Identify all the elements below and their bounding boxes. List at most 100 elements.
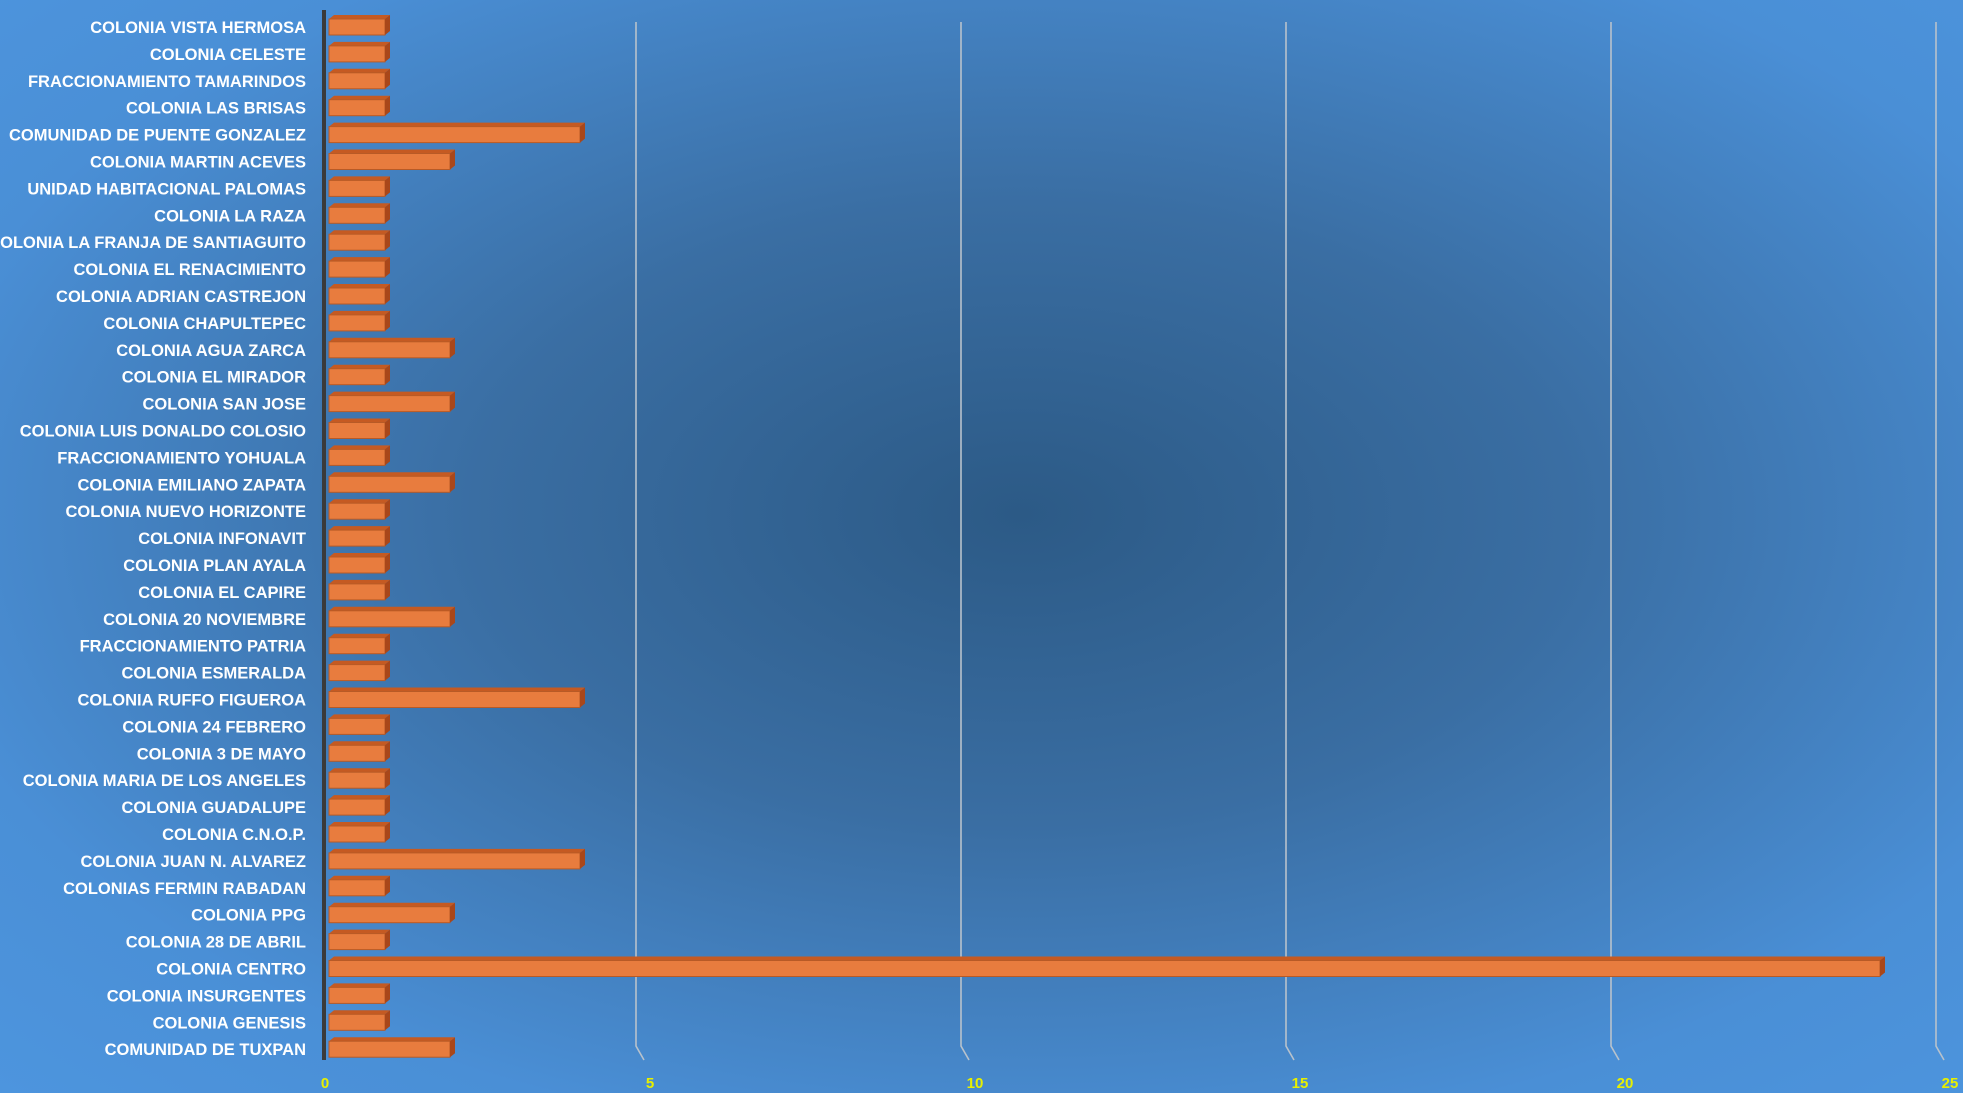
- bar-front-face: [328, 287, 386, 305]
- bar-top-face: [329, 687, 585, 692]
- bar-front-face: [328, 986, 386, 1004]
- bar-side-face: [385, 257, 390, 278]
- x-tick-label: 20: [1617, 1075, 1634, 1092]
- category-label: UNIDAD HABITACIONAL PALOMAS: [27, 180, 306, 198]
- bar-side-face: [385, 41, 390, 62]
- bar-top-face: [329, 929, 390, 934]
- category-label: COLONIA INSURGENTES: [107, 987, 306, 1005]
- bar-top-face: [329, 1037, 455, 1042]
- bar: [328, 633, 390, 655]
- category-label: FRACCIONAMIENTO TAMARINDOS: [28, 73, 306, 91]
- bar-front-face: [328, 1040, 451, 1058]
- bar-front-face: [328, 529, 386, 547]
- bar-top-face: [329, 284, 390, 288]
- bar: [328, 983, 390, 1004]
- bar-top-face: [329, 795, 390, 800]
- category-label: COLONIA C.N.O.P.: [162, 826, 306, 844]
- bar-side-face: [450, 149, 455, 170]
- bar-top-face: [329, 257, 390, 262]
- bar-front-face: [328, 475, 451, 493]
- bar-top-face: [329, 633, 390, 638]
- bar: [328, 203, 390, 224]
- bar-side-face: [385, 579, 390, 600]
- bar: [328, 795, 390, 816]
- bar-front-face: [328, 502, 386, 520]
- category-label: COLONIA 24 FEBRERO: [122, 718, 306, 736]
- category-label: COMUNIDAD DE PUENTE GONZALEZ: [9, 127, 306, 145]
- bar: [328, 95, 390, 117]
- category-label: FRACCIONAMIENTO PATRIA: [80, 638, 306, 656]
- bar: [328, 714, 390, 735]
- bar: [328, 445, 390, 466]
- bar-front-face: [328, 314, 386, 332]
- bar: [328, 499, 390, 520]
- category-label: COLONIA GUADALUPE: [121, 799, 306, 817]
- bar-front-face: [328, 233, 386, 251]
- category-label: COLONIA LA FRANJA DE SANTIAGUITO: [0, 234, 306, 252]
- bar-top-face: [329, 95, 390, 100]
- category-label: COLONIA GENESIS: [153, 1014, 306, 1032]
- bar-side-face: [385, 983, 390, 1004]
- bar: [328, 176, 390, 197]
- bar-side-face: [385, 68, 390, 89]
- bar-top-face: [329, 68, 390, 73]
- bar-front-face: [328, 1013, 386, 1031]
- bar-front-face: [328, 744, 386, 762]
- bar: [328, 875, 390, 897]
- bar-top-face: [329, 526, 390, 531]
- bar-side-face: [450, 902, 455, 923]
- bar: [328, 41, 390, 63]
- category-label: COLONIA EL MIRADOR: [122, 369, 306, 387]
- bar-top-face: [329, 848, 585, 853]
- bar-front-face: [328, 691, 581, 708]
- category-label: COLONIA AGUA ZARCA: [116, 342, 306, 360]
- bar-side-face: [385, 418, 390, 439]
- bar-top-face: [329, 364, 390, 369]
- bar: [328, 579, 390, 601]
- bar-front-face: [328, 852, 581, 870]
- bar-side-face: [385, 176, 390, 197]
- bar-front-face: [328, 395, 451, 413]
- bar-top-face: [329, 1010, 390, 1015]
- category-label: COMUNIDAD DE TUXPAN: [105, 1041, 306, 1059]
- category-label: FRACCIONAMIENTO YOHUALA: [57, 449, 306, 467]
- bar-top-face: [329, 741, 390, 746]
- bar-front-face: [328, 879, 386, 897]
- bar: [328, 687, 585, 708]
- bar: [328, 1010, 390, 1031]
- bar-top-face: [329, 822, 390, 826]
- category-label: COLONIA VISTA HERMOSA: [90, 19, 306, 37]
- bar: [328, 472, 455, 493]
- bar-front-face: [328, 664, 386, 682]
- gridline: [1610, 22, 1620, 1061]
- bar-side-face: [450, 391, 455, 412]
- bar-front-face: [328, 72, 386, 90]
- x-tick-label: 0: [321, 1075, 329, 1092]
- bar-front-face: [328, 825, 386, 843]
- bar-top-face: [329, 418, 390, 423]
- bar-top-face: [329, 122, 585, 127]
- bar-top-face: [329, 41, 390, 46]
- gridline: [1285, 22, 1295, 1061]
- bar: [328, 15, 390, 36]
- bar-side-face: [580, 848, 585, 869]
- bar-side-face: [385, 875, 390, 896]
- bar-top-face: [329, 472, 455, 477]
- category-label: COLONIA LUIS DONALDO COLOSIO: [20, 423, 306, 441]
- bar-front-face: [328, 99, 386, 117]
- bar: [328, 822, 390, 843]
- bar-front-face: [328, 906, 451, 924]
- gridline: [635, 22, 645, 1061]
- bar-top-face: [329, 983, 390, 988]
- bar-top-face: [329, 499, 390, 504]
- bar-front-face: [328, 960, 1881, 977]
- bar-top-face: [329, 15, 390, 19]
- bar-side-face: [385, 768, 390, 789]
- bar: [328, 741, 390, 762]
- bar-side-face: [385, 741, 390, 762]
- bar-front-face: [328, 18, 386, 36]
- bar-side-face: [385, 633, 390, 654]
- bar-top-face: [329, 445, 390, 450]
- bar-front-face: [328, 933, 386, 951]
- bar-front-face: [328, 341, 451, 359]
